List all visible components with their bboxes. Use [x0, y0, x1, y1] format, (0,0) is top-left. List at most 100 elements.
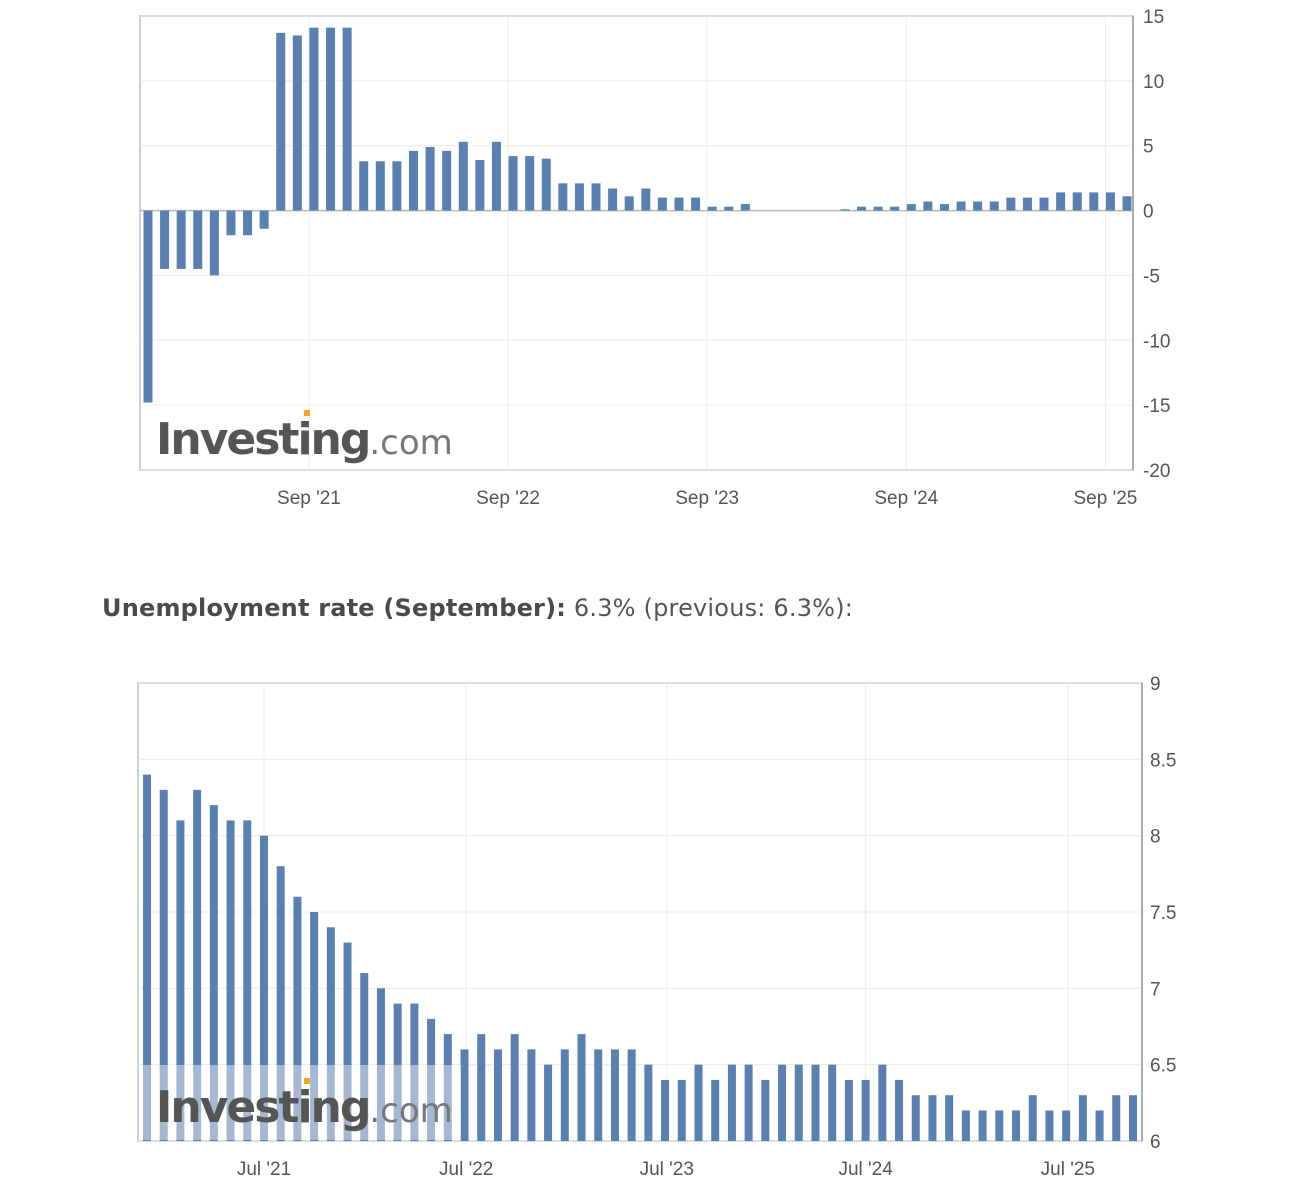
x-tick-label: Jul '25	[1041, 1159, 1095, 1180]
bar	[978, 1110, 987, 1141]
bar	[209, 805, 218, 1141]
bar	[360, 973, 369, 1141]
bar	[226, 210, 236, 236]
bar	[727, 1064, 736, 1141]
y-tick-label: -10	[1143, 331, 1170, 352]
bar	[560, 1049, 569, 1141]
bar	[475, 159, 485, 211]
bar	[1039, 197, 1049, 211]
x-tick-label: Jul '22	[439, 1159, 493, 1180]
bar	[1122, 196, 1132, 211]
bar	[193, 210, 203, 269]
bar	[477, 1034, 486, 1141]
bar	[945, 1095, 954, 1141]
bar	[376, 988, 385, 1141]
bar	[674, 197, 684, 211]
bar	[408, 150, 418, 211]
bar	[995, 1110, 1004, 1141]
bar	[1012, 1110, 1021, 1141]
bar	[460, 1049, 469, 1141]
bar	[1028, 1095, 1037, 1141]
bar	[243, 820, 252, 1141]
y-tick-label: 7.5	[1150, 903, 1176, 924]
x-tick-label: Sep '21	[277, 488, 341, 509]
plot-frame	[139, 15, 1134, 471]
bar	[410, 1003, 419, 1141]
logo-accent-dot	[304, 410, 310, 416]
y-tick-label: -15	[1143, 396, 1170, 417]
bar	[510, 1034, 519, 1141]
bar	[1095, 1110, 1104, 1141]
y-tick-label: 10	[1143, 72, 1164, 93]
bar	[176, 210, 186, 269]
y-tick-label: 15	[1143, 7, 1164, 28]
bar	[392, 161, 402, 211]
bar	[276, 866, 285, 1141]
x-tick-label: Jul '23	[640, 1159, 694, 1180]
bar	[591, 183, 601, 211]
y-tick-label: 9	[1150, 674, 1161, 695]
bar	[525, 156, 535, 211]
bar	[939, 204, 949, 211]
bar	[226, 820, 235, 1141]
bar	[711, 1079, 720, 1141]
bar	[594, 1049, 603, 1141]
bar	[1022, 197, 1032, 211]
watermark-veil	[139, 1065, 461, 1140]
y-tick-label: 8	[1150, 827, 1161, 848]
bar	[1105, 192, 1115, 211]
x-tick-label: Sep '25	[1073, 488, 1137, 509]
bar	[627, 1049, 636, 1141]
y-tick-label: 8.5	[1150, 750, 1176, 771]
unemployment-headline: Unemployment rate (September): 6.3% (pre…	[102, 594, 853, 622]
bar	[193, 789, 202, 1141]
bar	[1045, 1110, 1054, 1141]
bar	[176, 820, 185, 1141]
bar	[243, 210, 253, 236]
bar	[740, 204, 750, 211]
bar	[343, 942, 352, 1141]
y-tick-label: -20	[1143, 461, 1170, 482]
bar	[895, 1079, 904, 1141]
investing-logo-watermark: Investing.com	[156, 1082, 453, 1133]
bar	[610, 1049, 619, 1141]
y-tick-label: -5	[1143, 266, 1160, 287]
bar	[276, 32, 286, 211]
bar	[326, 27, 336, 211]
bar	[694, 1064, 703, 1141]
bar	[761, 1079, 770, 1141]
bar	[1078, 1095, 1087, 1141]
bar	[443, 1034, 452, 1141]
bar	[292, 35, 302, 211]
y-tick-label: 0	[1143, 202, 1154, 223]
bar	[310, 912, 319, 1141]
bar	[393, 1003, 402, 1141]
bar	[577, 1034, 586, 1141]
bar	[458, 141, 468, 211]
bar	[956, 201, 966, 211]
bar	[857, 206, 867, 211]
bar	[1062, 1110, 1071, 1141]
bar	[493, 1049, 502, 1141]
x-tick-label: Jul '24	[838, 1159, 893, 1180]
bar	[778, 1064, 787, 1141]
x-tick-label: Jul '21	[237, 1159, 291, 1180]
bar	[425, 147, 435, 211]
bar	[828, 1064, 837, 1141]
bar	[844, 1079, 853, 1141]
bar	[143, 210, 153, 403]
bar	[657, 197, 667, 211]
investing-logo-watermark: Investing.com	[156, 414, 453, 465]
bar	[574, 183, 584, 211]
bar	[541, 158, 551, 211]
bar	[923, 201, 933, 211]
headline-label: Unemployment rate (September):	[102, 594, 567, 622]
bar	[608, 188, 618, 211]
bar	[644, 1064, 653, 1141]
bar	[159, 789, 168, 1141]
bar	[342, 27, 352, 211]
bar	[691, 197, 701, 211]
bar	[744, 1064, 753, 1141]
bar	[527, 1049, 536, 1141]
